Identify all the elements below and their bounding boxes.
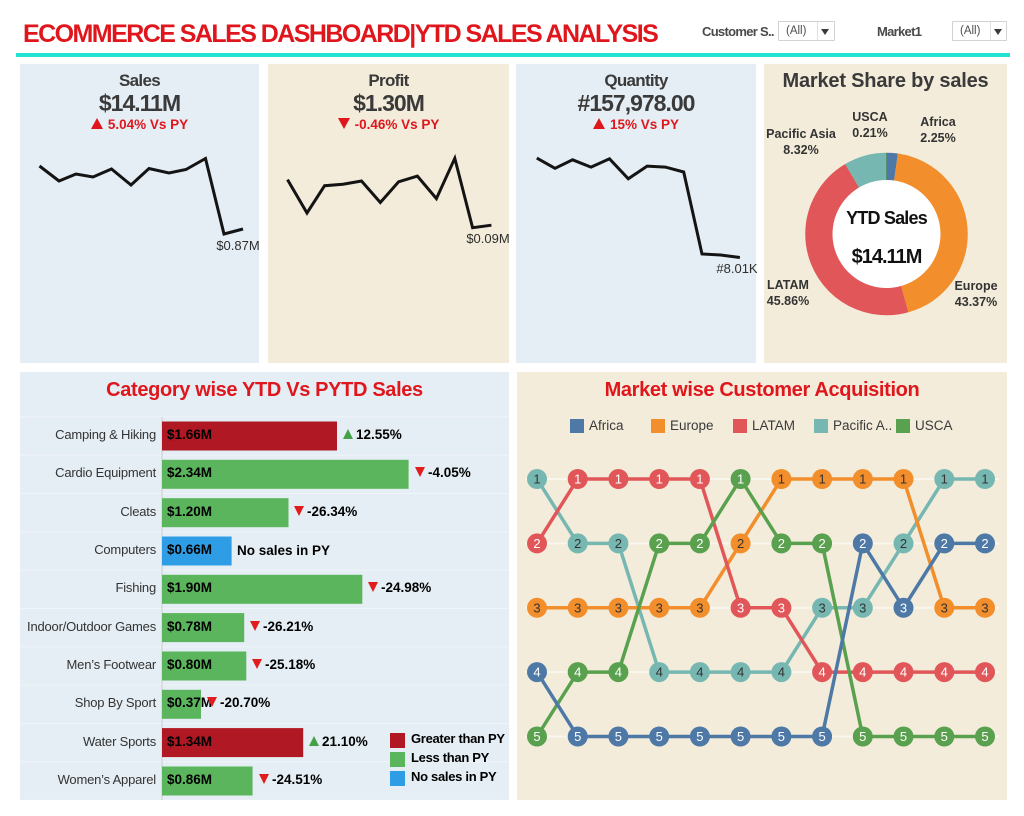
- svg-text:1: 1: [737, 472, 744, 487]
- svg-text:3: 3: [737, 600, 744, 615]
- svg-text:1: 1: [778, 472, 785, 487]
- svg-text:1: 1: [615, 472, 622, 487]
- svg-text:2: 2: [818, 536, 825, 551]
- svg-text:1: 1: [533, 472, 540, 487]
- svg-text:3: 3: [900, 600, 907, 615]
- svg-text:4: 4: [859, 665, 866, 680]
- svg-text:3: 3: [778, 600, 785, 615]
- svg-text:2: 2: [900, 536, 907, 551]
- svg-text:4: 4: [615, 665, 622, 680]
- svg-text:3: 3: [941, 600, 948, 615]
- svg-text:1: 1: [696, 472, 703, 487]
- svg-text:4: 4: [778, 665, 785, 680]
- svg-text:5: 5: [818, 729, 825, 744]
- svg-text:3: 3: [615, 600, 622, 615]
- svg-text:3: 3: [818, 600, 825, 615]
- svg-text:2: 2: [696, 536, 703, 551]
- svg-text:4: 4: [574, 665, 581, 680]
- svg-text:4: 4: [981, 665, 988, 680]
- svg-text:3: 3: [574, 600, 581, 615]
- svg-text:1: 1: [941, 472, 948, 487]
- svg-text:3: 3: [981, 600, 988, 615]
- svg-text:4: 4: [900, 665, 907, 680]
- svg-text:5: 5: [778, 729, 785, 744]
- svg-text:5: 5: [656, 729, 663, 744]
- svg-text:2: 2: [737, 536, 744, 551]
- svg-text:1: 1: [859, 472, 866, 487]
- svg-text:5: 5: [859, 729, 866, 744]
- svg-text:2: 2: [656, 536, 663, 551]
- svg-text:2: 2: [533, 536, 540, 551]
- svg-text:3: 3: [859, 600, 866, 615]
- svg-text:4: 4: [941, 665, 948, 680]
- svg-text:5: 5: [941, 729, 948, 744]
- svg-text:1: 1: [656, 472, 663, 487]
- svg-text:5: 5: [615, 729, 622, 744]
- svg-text:1: 1: [900, 472, 907, 487]
- svg-text:2: 2: [981, 536, 988, 551]
- svg-text:1: 1: [818, 472, 825, 487]
- svg-text:4: 4: [696, 665, 703, 680]
- svg-text:5: 5: [737, 729, 744, 744]
- svg-text:4: 4: [533, 665, 540, 680]
- svg-text:2: 2: [615, 536, 622, 551]
- svg-text:3: 3: [533, 600, 540, 615]
- svg-text:2: 2: [778, 536, 785, 551]
- svg-text:5: 5: [900, 729, 907, 744]
- svg-text:1: 1: [574, 472, 581, 487]
- svg-text:5: 5: [981, 729, 988, 744]
- svg-text:3: 3: [696, 600, 703, 615]
- svg-text:2: 2: [859, 536, 866, 551]
- svg-text:5: 5: [696, 729, 703, 744]
- svg-text:5: 5: [574, 729, 581, 744]
- svg-text:5: 5: [533, 729, 540, 744]
- svg-text:3: 3: [656, 600, 663, 615]
- svg-text:1: 1: [981, 472, 988, 487]
- svg-text:2: 2: [574, 536, 581, 551]
- svg-text:2: 2: [941, 536, 948, 551]
- svg-text:4: 4: [737, 665, 744, 680]
- svg-text:4: 4: [656, 665, 663, 680]
- svg-text:4: 4: [818, 665, 825, 680]
